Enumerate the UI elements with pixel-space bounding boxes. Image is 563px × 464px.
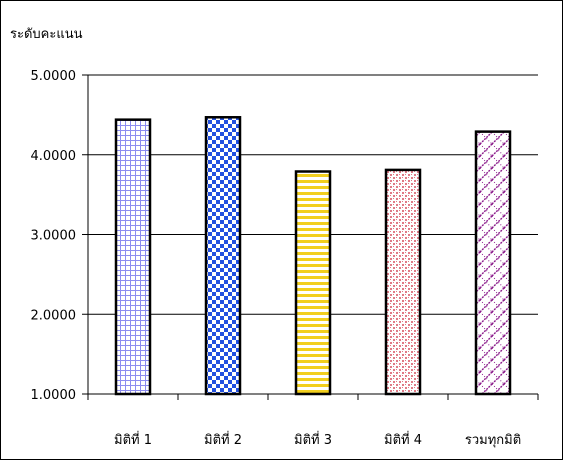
- x-tick-label: มิติที่ 3: [294, 431, 332, 448]
- y-axis-label: ระดับคะแนน: [10, 27, 83, 42]
- bar: [474, 130, 512, 396]
- y-tick-label: 3.0000: [31, 229, 77, 244]
- x-tick-label: รวมทุกมิติ: [465, 433, 521, 448]
- bar: [384, 168, 422, 396]
- x-tick-label: มิติที่ 1: [114, 431, 152, 448]
- y-tick-label: 4.0000: [31, 149, 77, 164]
- y-tick-label: 1.0000: [31, 388, 77, 403]
- x-tick-label: มิติที่ 4: [384, 431, 422, 448]
- bar: [204, 116, 242, 396]
- y-tick-label: 5.0000: [31, 69, 77, 84]
- bar: [294, 170, 332, 396]
- bar: [114, 118, 152, 396]
- y-tick-label: 2.0000: [31, 308, 77, 323]
- x-tick-label: มิติที่ 2: [204, 431, 242, 448]
